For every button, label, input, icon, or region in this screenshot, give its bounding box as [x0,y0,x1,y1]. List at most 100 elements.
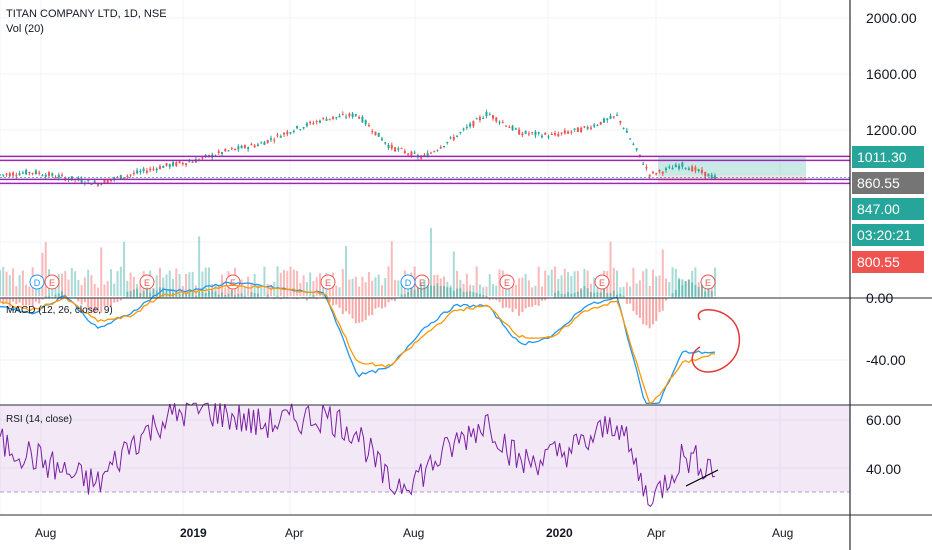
candle [400,148,403,150]
candle [129,174,132,176]
candle [354,114,357,116]
volume-bar [188,272,191,296]
volume-bar [338,287,341,296]
candle [240,145,243,149]
macd-histogram-bar [47,295,50,298]
candle [521,133,524,136]
candle [583,126,586,128]
candle [28,172,31,174]
macd-histogram-bar [380,298,383,309]
candle [403,150,406,154]
volume-bar [619,287,622,296]
volume-bar [465,273,468,296]
candle [508,126,511,128]
macd-histogram-bar [638,298,641,318]
volume-bar [563,268,566,296]
price-tick: 1200.00 [866,122,917,138]
macd-histogram-bar [116,298,119,303]
volume-bar [263,266,266,296]
price-tick: 2000.00 [866,10,917,26]
volume-bar [387,266,390,296]
macd-histogram-bar [286,296,289,298]
candle [113,177,116,180]
candle [629,138,632,140]
macd-histogram-bar [181,293,184,298]
earnings-marker-label: E [705,278,711,288]
volume-bar [103,284,106,296]
volume-bar [655,276,658,296]
macd-histogram-bar [439,285,442,298]
rsi-label: RSI (14, close) [6,414,73,425]
candle [394,147,397,152]
candle [602,118,605,123]
candle [563,130,566,134]
candle [648,174,651,177]
macd-histogram-bar [413,289,416,298]
macd-histogram-bar [283,296,286,298]
price-badge: 800.55 [852,251,924,273]
candle [452,137,455,140]
candle [12,172,15,176]
volume-bar [482,287,485,296]
candle [96,183,99,186]
candle [691,166,694,172]
candle [665,168,668,171]
candle [237,146,240,150]
volume-bar [198,236,201,296]
candle [351,113,354,118]
volume-bar [335,285,338,296]
macd-histogram-bar [113,298,116,303]
volume-bar [635,283,638,296]
volume-bar [41,252,44,296]
macd-histogram-bar [534,298,537,305]
candle [567,131,570,134]
volume-bar [168,270,171,296]
volume-bar [305,282,308,296]
volume-bar [567,272,570,296]
candle [152,168,155,170]
volume-bar [322,282,325,296]
candle [475,118,478,120]
macd-histogram-bar [57,293,60,298]
candle [557,133,560,137]
volume-bar [469,284,472,296]
macd-histogram-bar [198,291,201,298]
volume-bar [547,275,550,296]
volume-bar [433,275,436,296]
volume-bar [0,270,1,296]
candle [54,177,57,179]
macd-histogram-bar [302,296,305,298]
volume-bar [172,278,175,296]
candle [606,118,609,121]
macd-histogram-bar [103,298,106,307]
macd-histogram-bar [596,292,599,298]
macd-histogram-bar [296,298,299,300]
macd-histogram-bar [312,294,315,298]
candle [230,148,233,150]
volume-bar [165,274,168,296]
macd-histogram-bar [188,291,191,298]
macd-histogram-bar [456,288,459,298]
candle [283,132,286,135]
volume-bar [400,280,403,296]
volume-bar [292,269,295,296]
volume-bar [374,277,377,296]
earnings-marker-label: E [325,278,331,288]
macd-histogram-bar [563,294,566,298]
volume-bar [162,277,165,296]
macd-histogram-bar [465,291,468,298]
candle [678,165,681,169]
macd-histogram-bar [100,298,103,313]
volume-bar [361,276,364,296]
macd-histogram-bar [537,298,540,306]
candle [61,174,64,176]
macd-histogram-bar [260,296,263,298]
candle [694,167,697,171]
volume-bar [318,273,321,296]
macd-histogram-bar [599,292,602,298]
volume-bar [550,269,553,296]
time-tick: Aug [35,526,57,540]
volume-bar [668,282,671,296]
candle [243,145,246,149]
